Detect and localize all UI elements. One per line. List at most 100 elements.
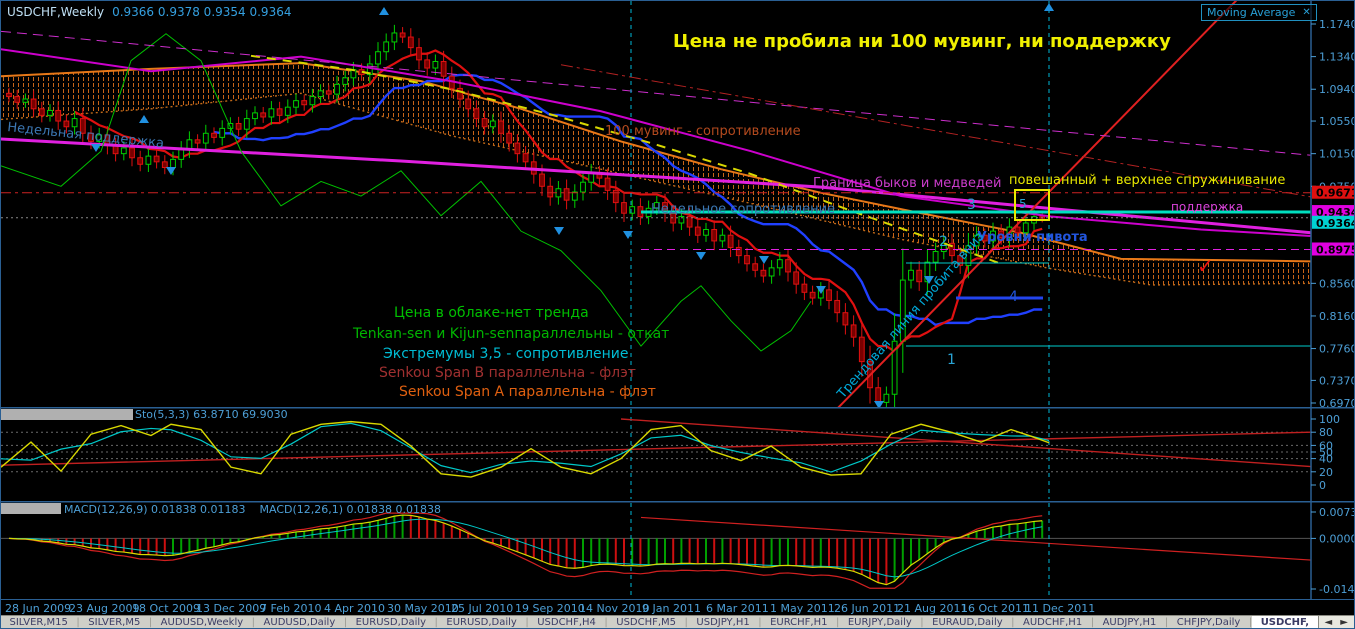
candle-body — [842, 312, 849, 326]
chart-tab-audusd-daily[interactable]: AUDUSD,Daily — [263, 617, 336, 628]
stochastic-trend-line — [620, 418, 1312, 468]
date-axis-label: 18 Oct 2009 — [132, 602, 201, 615]
tab-separator: | — [434, 617, 438, 628]
chart-annotation: 5 — [1019, 197, 1027, 211]
tab-separator: | — [1164, 617, 1169, 628]
candle-body — [858, 336, 865, 363]
candle-body — [71, 118, 78, 128]
ma-100-yellow-dashed — [250, 54, 1002, 265]
date-axis-label: 23 Aug 2009 — [69, 602, 140, 615]
trend-line-broken-down — [837, 1, 1238, 407]
chart-tab-eurusd-daily[interactable]: EURUSD,Daily — [446, 617, 517, 628]
candle-body — [957, 255, 964, 266]
candle-body — [571, 191, 578, 201]
chart-tab-eurjpy-daily[interactable]: EURJPY,Daily — [847, 617, 912, 628]
fractal-down-arrow-icon — [91, 144, 101, 152]
tab-separator: | — [835, 617, 840, 628]
candle-body — [6, 92, 12, 98]
candle-body — [760, 269, 767, 277]
date-axis-label: 6 Mar 2011 — [706, 602, 769, 615]
candle-body — [514, 142, 521, 155]
candle-body — [22, 98, 29, 103]
candle-body — [14, 96, 21, 103]
channel-magenta-dashed — [1, 30, 1312, 156]
chart-annotation: Senkou Span B параллельна - флэт — [379, 365, 636, 381]
candle-body — [744, 255, 750, 265]
candle-body — [850, 324, 857, 338]
price-axis-label: 1.0550 — [1319, 115, 1354, 128]
date-axis-label: 26 Jun 2011 — [834, 602, 901, 615]
candle-body — [211, 132, 217, 138]
candle-body — [120, 147, 127, 155]
candle-body — [317, 90, 324, 98]
date-axis-label: 30 May 2010 — [387, 602, 459, 615]
chart-annotation: 3 — [967, 197, 976, 213]
chart-tab-euraud-daily[interactable]: EURAUD,Daily — [932, 617, 1003, 628]
close-icon[interactable]: ✕ — [1302, 7, 1311, 18]
ma-magenta-border — [1, 137, 1312, 235]
candle-body — [891, 340, 898, 395]
candle-body — [161, 161, 168, 169]
kijun-sen-line — [213, 73, 1043, 327]
macd-axis-label: 0.0000 — [1319, 532, 1354, 545]
chart-tab-silver-m15[interactable]: SILVER,M15 — [9, 617, 68, 628]
candle-body — [416, 47, 422, 61]
candle-body — [47, 109, 53, 116]
candle-body — [252, 112, 258, 120]
chart-tab-eurusd-daily[interactable]: EURUSD,Daily — [355, 617, 427, 628]
tab-separator: | — [525, 617, 529, 628]
candle-body — [432, 61, 439, 69]
stochastic-axis-label: 40 — [1319, 453, 1333, 466]
candle-body — [793, 271, 800, 285]
candle-body — [375, 51, 381, 65]
pane-separator — [1, 407, 1354, 409]
candle-body — [973, 234, 980, 247]
tab-separator: | — [920, 617, 924, 628]
chart-annotation: Уровни пивота — [977, 230, 1088, 245]
chart-tab-audchf-h1[interactable]: AUDCHF,H1 — [1023, 617, 1083, 628]
chart-tab-usdjpy-h1[interactable]: USDJPY,H1 — [696, 617, 750, 628]
chart-annotation: Цена в облаке-нет тренда — [394, 305, 589, 321]
moving-average-indicator-box[interactable]: Moving Average ✕ — [1201, 4, 1317, 21]
date-axis[interactable]: 28 Jun 2009 23 Aug 2009 18 Oct 2009 13 Dec … — [1, 599, 1354, 616]
tab-scroll-left-icon[interactable]: ◄ — [1324, 617, 1333, 628]
date-axis-label: 19 Sep 2010 — [515, 602, 585, 615]
chart-annotation: Экстремумы 3,5 - сопротивление — [383, 346, 629, 362]
chart-tab-audusd-weekly[interactable]: AUDUSD,Weekly — [160, 617, 244, 628]
chart-tab-usdchf-m5[interactable]: USDCHF,M5 — [616, 617, 677, 628]
chart-annotation: Senkou Span A параллельна - флэт — [399, 384, 656, 400]
candle-body — [30, 98, 37, 110]
chart-annotation: Трендовая линия пробита вниз — [834, 229, 987, 402]
tab-scroll-right-icon[interactable]: ► — [1340, 617, 1348, 628]
fractal-up-arrow-icon — [379, 7, 389, 15]
candle-body — [498, 120, 504, 134]
chart-annotation: Цена не пробила ни 100 мувинг, ни поддер… — [673, 31, 1171, 52]
chart-tab-eurchf-h1[interactable]: EURCHF,H1 — [770, 617, 828, 628]
chart-tab-usdchf-h4[interactable]: USDCHF,H4 — [537, 617, 596, 628]
pane-grip[interactable] — [1, 409, 133, 420]
price-axis-label: 0.7760 — [1319, 343, 1354, 356]
price-axis-label: 0.7370 — [1319, 374, 1354, 387]
macd-label-2: MACD(12,26,1) 0.01838 0.01838 — [259, 503, 442, 516]
chart-tab-silver-m5[interactable]: SILVER,M5 — [88, 617, 141, 628]
chart-tab-audjpy-h1[interactable]: AUDJPY,H1 — [1102, 617, 1157, 628]
tab-separator: | — [604, 617, 608, 628]
pane-grip[interactable] — [1, 503, 61, 514]
chart-tab-usdchf-[interactable]: USDCHF, — [1252, 616, 1318, 628]
stochastic-axis-label: 0 — [1319, 479, 1326, 492]
chart-annotation: поддержка — [1171, 200, 1243, 214]
macd-label: MACD(12,26,9) 0.01838 0.01183 MACD(12,26,… — [64, 503, 455, 516]
date-axis-label: 14 Nov 2010 — [579, 602, 650, 615]
macd-axis-label: -0.01401 — [1319, 583, 1354, 596]
green-zigzag — [1, 33, 812, 352]
candle-body — [96, 134, 103, 142]
candle-body — [334, 83, 340, 95]
tab-scroll-buttons: ◄ ► — [1317, 616, 1354, 628]
candle-body — [678, 215, 685, 224]
candle-body — [153, 155, 160, 163]
candle-body — [908, 269, 914, 281]
date-axis-label: 16 Oct 2011 — [961, 602, 1030, 615]
chart-tab-chfjpy-daily[interactable]: CHFJPY,Daily — [1176, 617, 1241, 628]
price-badge — [1312, 215, 1354, 229]
candle-body — [768, 267, 775, 277]
